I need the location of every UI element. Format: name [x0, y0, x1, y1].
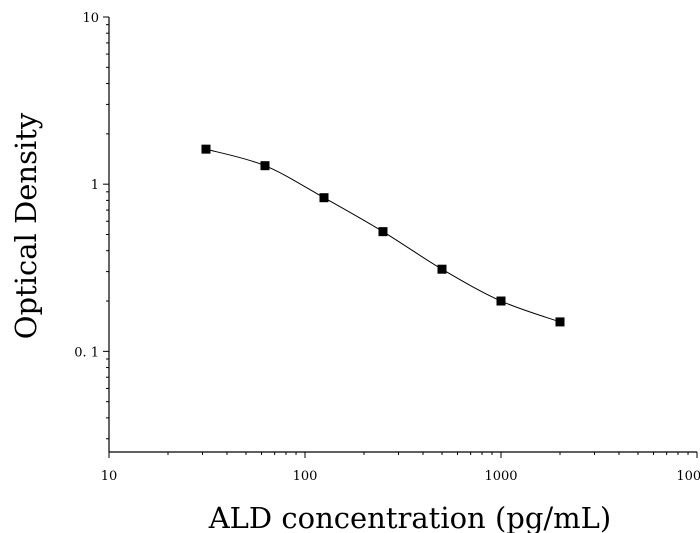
x-tick-label: 100 — [293, 469, 318, 484]
y-tick-label: 1 — [91, 178, 99, 193]
axes — [103, 16, 698, 458]
data-point — [319, 193, 329, 203]
data-point — [555, 317, 565, 327]
tick-labels-layer: 10 100 1000 10000 0. 1 1 10 — [74, 11, 700, 484]
y-tick-label: 10 — [82, 11, 99, 26]
data-point — [378, 227, 388, 237]
y-tick-label: 0. 1 — [74, 345, 99, 360]
data-point — [496, 296, 506, 306]
x-tick-label: 1000 — [484, 469, 517, 484]
data-point — [437, 264, 447, 274]
y-axis-title: Optical Density — [9, 112, 43, 339]
x-axis-title: ALD concentration (pg/mL) — [208, 501, 612, 533]
data-point — [201, 144, 211, 154]
x-tick-label: 10 — [101, 469, 118, 484]
data-point — [260, 161, 270, 171]
x-tick-label: 10000 — [676, 469, 700, 484]
data-points-layer — [201, 144, 565, 327]
